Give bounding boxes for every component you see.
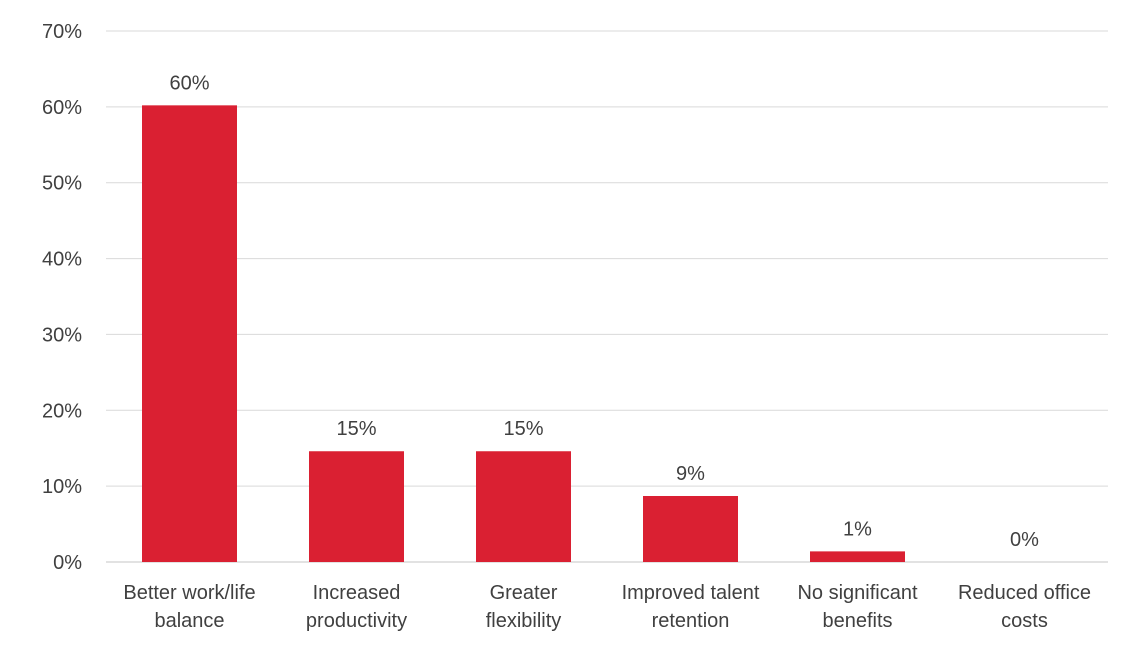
y-tick-label: 30%: [42, 324, 82, 346]
y-tick-label: 10%: [42, 476, 82, 498]
y-tick-label: 0%: [53, 552, 82, 574]
bars: 60% 15% 15% 9% 1% 0%: [142, 72, 1039, 562]
gridlines: [106, 30, 1108, 563]
x-axis: Better work/life balance Increased producti…: [123, 582, 1091, 632]
y-tick-label: 60%: [42, 97, 82, 119]
bar: [142, 105, 237, 562]
bar: [810, 551, 905, 562]
data-label: 15%: [503, 418, 543, 440]
x-tick-label: costs: [1001, 610, 1048, 632]
data-label: 9%: [676, 463, 705, 485]
y-tick-label: 40%: [42, 249, 82, 271]
x-tick-label: retention: [652, 610, 730, 632]
x-tick-label: Greater: [490, 582, 558, 604]
x-tick-label: productivity: [306, 610, 407, 632]
bar: [643, 496, 738, 562]
x-tick-label: Better work/life: [123, 582, 255, 604]
bar: [309, 451, 404, 562]
bar: [476, 451, 571, 562]
y-tick-label: 20%: [42, 400, 82, 422]
data-label: 0%: [1010, 529, 1039, 551]
y-tick-label: 50%: [42, 173, 82, 195]
x-tick-label: flexibility: [486, 610, 562, 632]
y-tick-label: 70%: [42, 21, 82, 43]
x-tick-label: Improved talent: [622, 582, 760, 604]
x-tick-label: balance: [154, 610, 224, 632]
x-tick-label: Increased: [313, 582, 401, 604]
y-axis: 0% 10% 20% 30% 40% 50% 60% 70%: [42, 21, 82, 574]
x-tick-label: Reduced office: [958, 582, 1091, 604]
x-tick-label: benefits: [822, 610, 892, 632]
data-label: 1%: [843, 518, 872, 540]
x-tick-label: No significant: [797, 582, 918, 604]
data-label: 15%: [336, 418, 376, 440]
data-label: 60%: [169, 72, 209, 94]
